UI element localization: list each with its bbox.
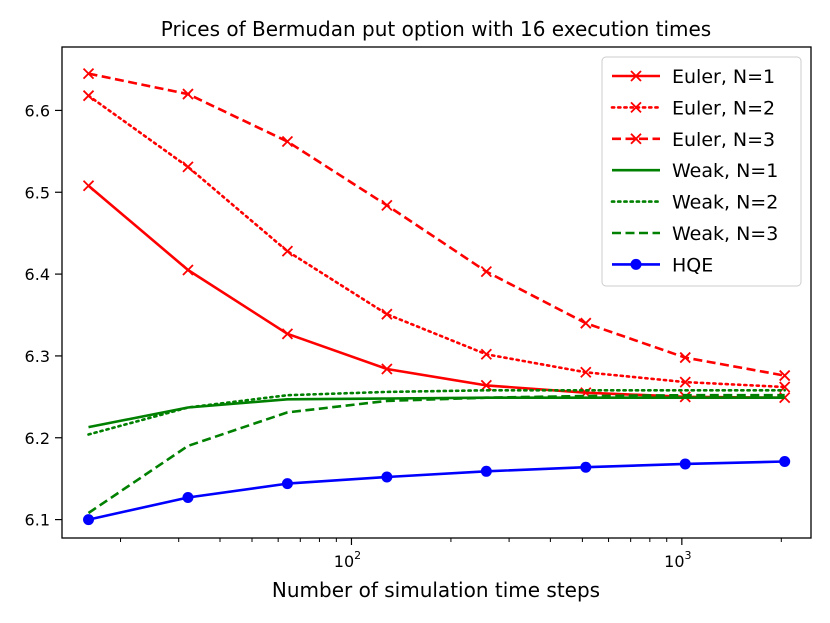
data-point-circle-marker [480, 465, 492, 477]
x-tick-label-exponent: 3 [685, 549, 692, 562]
legend-label: HQE [672, 254, 713, 276]
legend-marker-circle [630, 258, 642, 270]
legend-label: Euler, N=2 [672, 97, 775, 119]
legend-entry: HQE [612, 254, 713, 276]
x-tick-label-base: 10 [664, 552, 684, 571]
x-tick-label-base: 10 [334, 552, 354, 571]
legend-entry: Euler, N=3 [612, 129, 775, 151]
data-point-circle-marker [679, 458, 691, 470]
data-point-x-marker [281, 135, 294, 148]
data-point-circle-marker [381, 471, 393, 483]
data-point-circle-marker [83, 514, 95, 526]
legend-box [601, 56, 802, 287]
data-point-circle-marker [182, 491, 194, 503]
series-line [87, 388, 787, 436]
series [82, 180, 791, 404]
data-point-x-marker [182, 264, 194, 276]
y-tick-label: 6.6 [25, 101, 50, 120]
data-point-x-marker [480, 379, 492, 392]
legend-entry: Weak, N=2 [610, 192, 778, 214]
data-point-x-marker [381, 308, 393, 320]
series [82, 90, 791, 393]
series [82, 67, 791, 382]
y-tick-label: 6.2 [25, 429, 50, 448]
data-point-x-marker [580, 317, 592, 329]
data-point-x-marker [381, 363, 393, 375]
data-point-x-marker [480, 348, 492, 360]
chart-title: Prices of Bermudan put option with 16 ex… [161, 17, 711, 41]
series-line [88, 72, 785, 377]
data-point-circle-marker [779, 455, 791, 467]
series [87, 388, 787, 436]
x-tick-label: 102 [334, 549, 361, 571]
legend-label: Weak, N=3 [672, 223, 778, 245]
legend-label: Weak, N=2 [672, 192, 778, 214]
data-point-x-marker [281, 328, 294, 340]
y-tick-label: 6.1 [25, 511, 50, 530]
legend-label: Weak, N=1 [672, 160, 778, 182]
data-point-x-marker [82, 180, 95, 192]
x-tick-label: 103 [664, 549, 691, 571]
legend-entry: Weak, N=1 [612, 160, 778, 182]
legend-marker-x [630, 70, 642, 82]
x-axis-label: Number of simulation time steps [272, 578, 600, 602]
data-point-x-marker [580, 366, 592, 378]
legend: Euler, N=1 Euler, N=2 Euler, N=3 Weak, N=1 W… [601, 56, 802, 287]
data-point-x-marker [182, 161, 194, 173]
data-point-x-marker [779, 369, 791, 382]
legend-entry: Weak, N=3 [612, 223, 778, 245]
plot-frame [61, 46, 812, 539]
legend-label: Euler, N=1 [672, 66, 775, 88]
data-point-x-marker [281, 245, 294, 257]
data-point-x-marker [679, 351, 691, 364]
data-point-circle-marker [281, 478, 293, 490]
legend-marker-x [630, 133, 642, 145]
data-point-x-marker [82, 90, 95, 102]
data-point-x-marker [480, 265, 492, 278]
legend-marker-x [630, 101, 642, 114]
legend-entry: Euler, N=2 [610, 97, 775, 119]
data-point-x-marker [679, 376, 691, 388]
data-point-x-marker [182, 88, 194, 100]
legend-label: Euler, N=3 [672, 129, 775, 151]
legend-entry: Euler, N=1 [612, 66, 775, 88]
y-tick-label: 6.4 [25, 265, 50, 284]
series-line [87, 184, 785, 399]
data-point-x-marker [381, 199, 393, 211]
series-line [87, 393, 785, 515]
y-tick-label: 6.5 [25, 183, 50, 202]
data-point-circle-marker [580, 461, 592, 473]
series [83, 455, 791, 526]
series-line [88, 460, 785, 521]
series-line [87, 94, 787, 389]
data-point-x-marker [82, 67, 95, 80]
series [87, 393, 785, 515]
x-tick-label-exponent: 2 [354, 549, 361, 562]
y-tick-label: 6.3 [25, 347, 50, 366]
